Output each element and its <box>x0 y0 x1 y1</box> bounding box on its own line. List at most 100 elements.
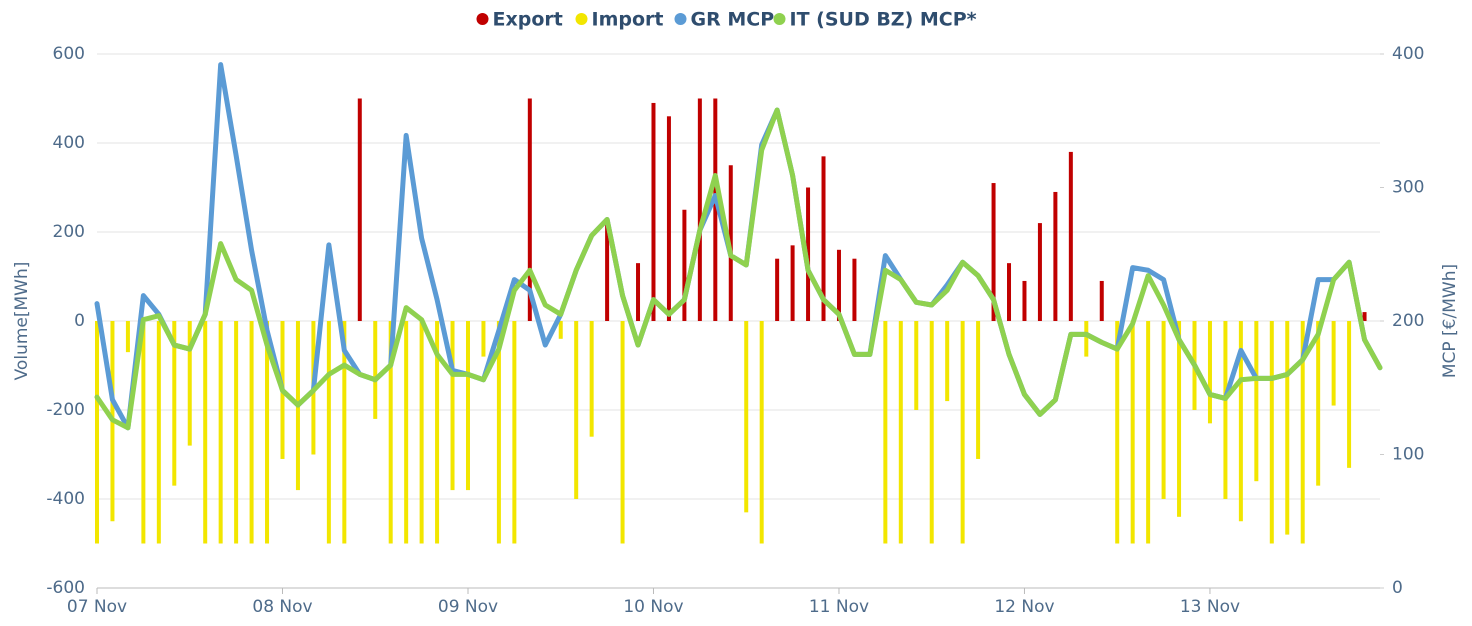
bar <box>496 321 501 544</box>
x-tick-label: 13 Nov <box>1180 597 1240 617</box>
y2-tick-label: 0 <box>1392 578 1403 598</box>
bar <box>465 321 470 491</box>
line-series <box>94 107 1383 431</box>
bar <box>898 321 903 544</box>
bar <box>744 321 749 513</box>
bar <box>342 321 347 544</box>
bar <box>836 249 841 321</box>
bar <box>1347 321 1352 468</box>
legend-marker <box>575 13 588 25</box>
bar <box>141 321 146 544</box>
bar <box>187 321 192 446</box>
legend: Export Import GR MCP IT (SUD BZ) MCP* <box>476 9 977 31</box>
bar <box>960 321 965 544</box>
bar <box>249 321 254 544</box>
line-series <box>94 62 1383 431</box>
bar <box>1146 321 1151 544</box>
bar <box>852 258 857 321</box>
bar <box>589 321 594 437</box>
bar <box>435 321 440 544</box>
bar <box>1285 321 1290 535</box>
bar <box>790 245 795 321</box>
y-tick-label: -200 <box>46 400 85 420</box>
x-tick-label: 10 Nov <box>623 597 683 617</box>
bar <box>558 321 563 339</box>
bar <box>203 321 208 544</box>
y-tick-label: 600 <box>53 44 85 64</box>
y2-axis-label: MCP [€/MWh] <box>1440 264 1460 378</box>
x-tick-label: 12 Nov <box>994 597 1054 617</box>
bar <box>373 321 378 419</box>
bar <box>1084 321 1089 357</box>
bar <box>1037 223 1042 321</box>
bar <box>450 321 455 491</box>
bar <box>512 321 517 544</box>
bar <box>1053 191 1058 321</box>
bar <box>775 258 780 321</box>
bar <box>172 321 177 486</box>
bar-series <box>357 98 1367 321</box>
bar <box>1300 321 1305 544</box>
bar <box>1362 312 1367 321</box>
bar <box>357 98 362 321</box>
bar <box>1269 321 1274 544</box>
legend-label: Import <box>592 9 664 31</box>
bar <box>1115 321 1120 544</box>
legend-marker <box>674 13 687 25</box>
y2-tick-label: 100 <box>1392 445 1424 465</box>
bar <box>1177 321 1182 517</box>
y-tick-label: -600 <box>46 578 85 598</box>
bar <box>697 98 702 321</box>
bar <box>759 321 764 544</box>
y-axis-label: Volume[MWh] <box>12 262 32 381</box>
bar <box>806 187 811 321</box>
y2-tick-label: 400 <box>1392 44 1424 64</box>
bar <box>651 102 656 321</box>
x-tick-label: 07 Nov <box>67 597 127 617</box>
x-tick-label: 08 Nov <box>252 597 312 617</box>
bar <box>1130 321 1135 544</box>
bar <box>419 321 424 544</box>
y2-tick-label: 300 <box>1392 178 1424 198</box>
x-tick-label: 11 Nov <box>809 597 869 617</box>
bar <box>95 321 99 544</box>
bar <box>1316 321 1321 486</box>
y-tick-label: -400 <box>46 489 85 509</box>
bar <box>1207 321 1212 424</box>
bar <box>914 321 919 410</box>
bar <box>682 209 687 321</box>
bar <box>326 321 331 544</box>
bar <box>636 263 641 321</box>
y-tick-label: 200 <box>53 222 85 242</box>
legend-marker <box>773 13 786 25</box>
bar <box>1022 280 1027 321</box>
bar <box>156 321 161 544</box>
bar <box>1099 280 1104 321</box>
bar <box>1254 321 1259 482</box>
bar-series <box>95 321 1352 544</box>
bar <box>1331 321 1336 406</box>
bar <box>218 321 223 544</box>
bar <box>404 321 409 544</box>
bar <box>527 98 532 321</box>
legend-label: GR MCP <box>691 9 775 31</box>
x-tick-label: 09 Nov <box>438 597 498 617</box>
bar <box>481 321 486 357</box>
bar <box>1238 321 1243 522</box>
legend-label: Export <box>493 9 563 31</box>
bar <box>1223 321 1228 499</box>
bar <box>976 321 981 459</box>
bar <box>713 98 718 321</box>
bar <box>1161 321 1166 499</box>
bar <box>821 156 826 321</box>
bar <box>991 183 996 321</box>
bar <box>883 321 888 544</box>
bar <box>605 218 610 321</box>
grid <box>97 53 1380 589</box>
y-tick-label: 0 <box>74 311 85 331</box>
bar <box>574 321 579 499</box>
bar <box>265 321 270 544</box>
bar <box>388 321 393 544</box>
